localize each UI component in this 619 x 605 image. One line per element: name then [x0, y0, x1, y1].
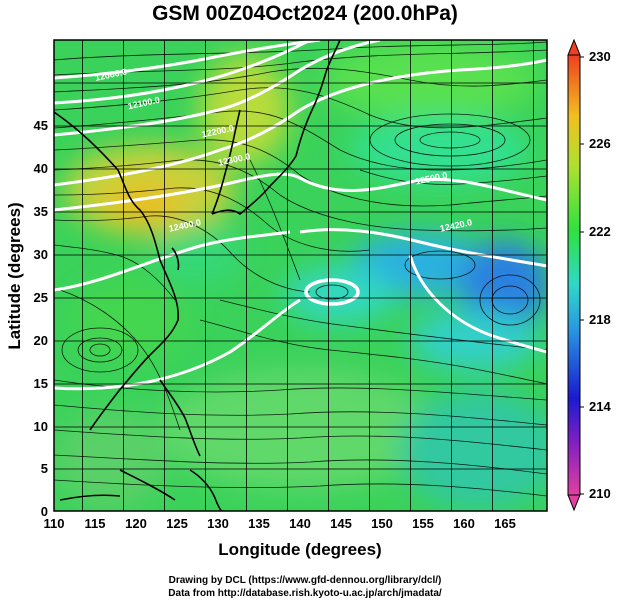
y-tick-label: 25 — [34, 290, 48, 305]
credit-drawing: Drawing by DCL (https://www.gfd-dennou.o… — [168, 575, 442, 586]
x-tick-label: 155 — [412, 516, 434, 531]
x-axis-title: Longitude (degrees) — [218, 540, 381, 559]
colorbar-tick-label: 214 — [589, 399, 611, 414]
colorbar-tick-label: 218 — [589, 312, 611, 327]
x-tick-label: 120 — [125, 516, 147, 531]
x-tick-labels: 110 115 120 125 130 135 140 145 150 155 … — [44, 516, 516, 531]
x-tick-label: 160 — [453, 516, 475, 531]
y-tick-label: 40 — [34, 161, 48, 176]
y-tick-labels: 0 5 10 15 20 25 30 35 40 45 — [34, 118, 48, 519]
y-tick-label: 45 — [34, 118, 48, 133]
colorbar-tick-label: 210 — [589, 486, 611, 501]
y-tick-label: 15 — [34, 376, 48, 391]
height-contours — [54, 40, 547, 391]
credit-data-source: Data from http://database.rish.kyoto-u.a… — [168, 588, 442, 599]
colorbar-tick-label: 226 — [589, 136, 611, 151]
y-tick-label: 0 — [41, 504, 48, 519]
x-tick-label: 165 — [494, 516, 516, 531]
x-tick-label: 115 — [85, 516, 106, 531]
temperature-field — [54, 40, 547, 511]
x-tick-label: 145 — [330, 516, 352, 531]
x-tick-label: 140 — [289, 516, 311, 531]
colorbar-max-arrow — [567, 38, 581, 56]
y-tick-label: 35 — [34, 204, 48, 219]
colorbar: 230 226 222 218 214 210 — [567, 38, 611, 512]
x-tick-label: 125 — [166, 516, 188, 531]
y-tick-label: 5 — [41, 461, 48, 476]
coastlines — [54, 40, 341, 511]
colorbar-min-arrow — [567, 494, 581, 512]
x-tick-label: 130 — [207, 516, 229, 531]
colorbar-scale — [567, 54, 581, 496]
x-tick-label: 150 — [371, 516, 393, 531]
x-tick-label: 135 — [248, 516, 270, 531]
x-tick-label: 110 — [44, 516, 65, 531]
plot-frame — [53, 39, 548, 512]
y-tick-label: 10 — [34, 419, 48, 434]
y-tick-label: 30 — [34, 247, 48, 262]
colorbar-tick-label: 222 — [589, 224, 611, 239]
y-axis-title: Latitude (degrees) — [5, 202, 24, 349]
page-title: GSM 00Z04Oct2024 (200.0hPa) — [152, 2, 458, 25]
map-grid — [54, 40, 547, 511]
colorbar-tick-label: 230 — [589, 49, 611, 64]
y-tick-label: 20 — [34, 333, 48, 348]
